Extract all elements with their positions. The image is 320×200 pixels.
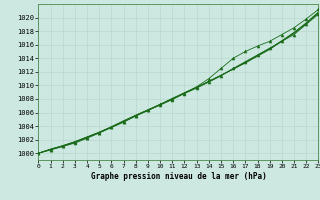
- X-axis label: Graphe pression niveau de la mer (hPa): Graphe pression niveau de la mer (hPa): [91, 172, 266, 181]
